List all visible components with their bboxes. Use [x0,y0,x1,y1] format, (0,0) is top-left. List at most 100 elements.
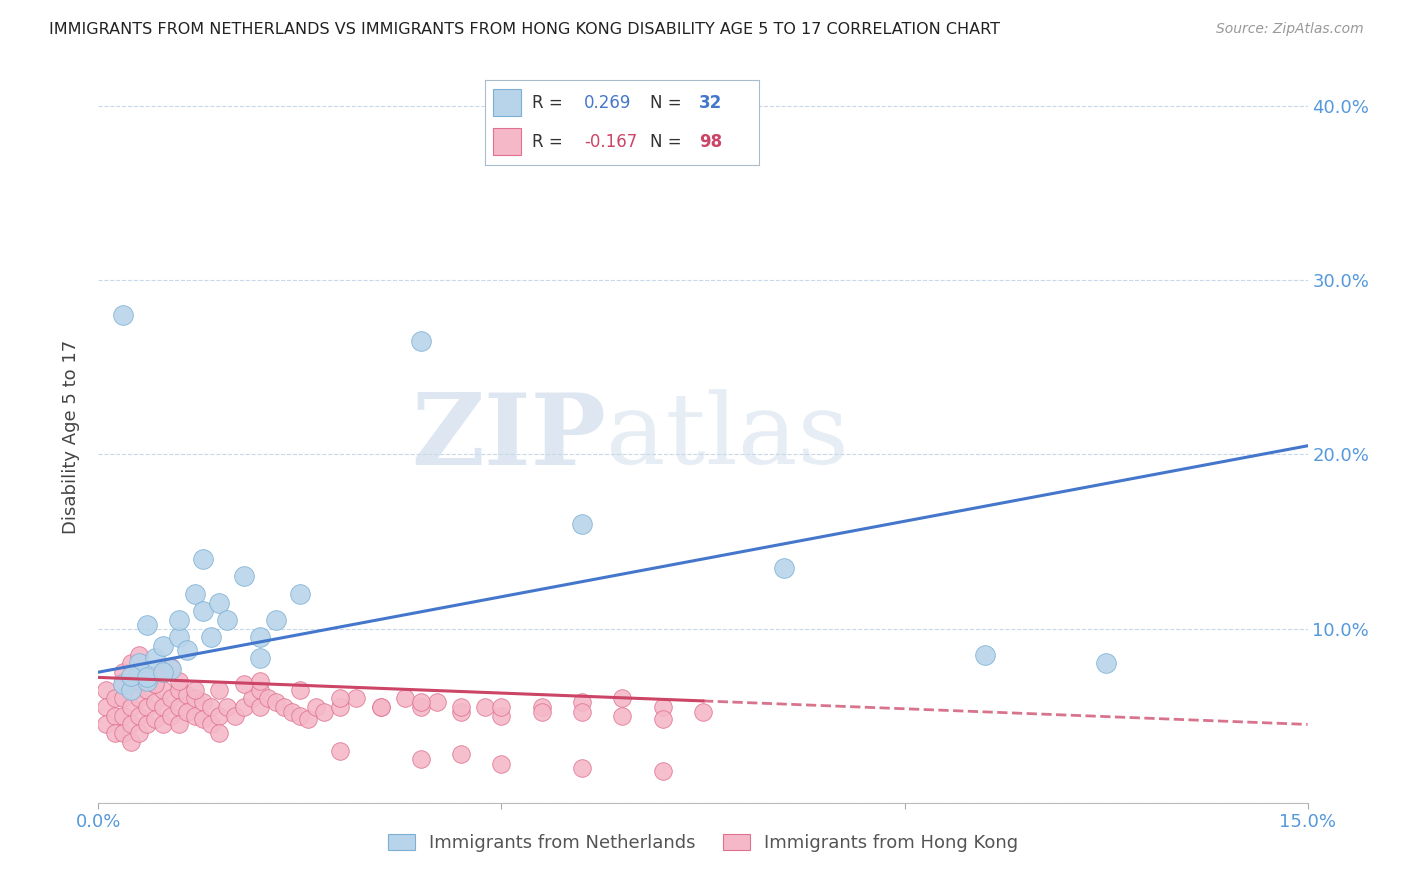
Point [193,604,215,618]
Point [329,700,352,714]
Point [426,695,449,709]
Point [111,308,134,322]
Point [96,682,118,697]
Point [111,665,134,680]
Point [232,700,254,714]
Point [232,677,254,691]
Point [128,708,150,723]
Point [208,726,231,740]
Point [143,695,166,709]
Point [128,657,150,671]
Text: N =: N = [650,133,681,151]
Point [111,708,134,723]
Point [184,682,207,697]
Point [135,670,157,684]
Point [200,700,222,714]
Point [1095,657,1118,671]
Point [370,700,392,714]
Text: -0.167: -0.167 [583,133,637,151]
Point [143,677,166,691]
Point [530,700,553,714]
Point [651,700,673,714]
Point [409,700,432,714]
Text: 32: 32 [699,95,723,112]
Point [103,726,125,740]
Point [491,700,513,714]
Point [167,631,190,645]
Point [135,670,157,684]
Text: Source: ZipAtlas.com: Source: ZipAtlas.com [1216,22,1364,37]
Point [264,613,287,627]
Point [135,618,157,632]
Point [450,700,472,714]
Point [128,665,150,680]
Point [193,695,215,709]
Point [329,743,352,757]
Point [571,705,593,719]
Point [184,587,207,601]
Legend: Immigrants from Netherlands, Immigrants from Hong Kong: Immigrants from Netherlands, Immigrants … [381,827,1025,860]
Point [167,673,190,688]
Point [135,700,157,714]
Point [160,662,183,676]
Point [200,631,222,645]
Point [152,682,174,697]
Point [281,705,304,719]
Point [167,717,190,731]
Point [612,691,634,706]
Point [176,688,198,702]
Point [120,717,142,731]
Point [120,682,142,697]
Point [160,660,183,674]
Point [772,560,794,574]
Point [96,700,118,714]
Point [184,691,207,706]
Point [120,735,142,749]
Point [135,682,157,697]
Point [135,673,157,688]
Point [111,677,134,691]
Point [409,334,432,349]
Point [314,705,336,719]
Point [120,700,142,714]
Text: R =: R = [531,133,562,151]
Point [273,700,295,714]
Point [370,700,392,714]
Point [344,691,367,706]
Point [111,726,134,740]
Point [474,700,496,714]
Point [450,747,472,761]
Point [394,691,416,706]
Point [208,595,231,609]
Point [409,752,432,766]
Y-axis label: Disability Age 5 to 17: Disability Age 5 to 17 [62,340,80,534]
Point [111,691,134,706]
Point [491,757,513,772]
Point [571,517,593,532]
Point [409,695,432,709]
Text: atlas: atlas [606,389,849,485]
Point [120,657,142,671]
Point [208,682,231,697]
Bar [494,89,520,116]
Point [297,712,319,726]
Point [160,708,183,723]
Point [530,705,553,719]
Point [450,705,472,719]
Point [249,651,271,665]
Point [200,717,222,731]
Point [160,691,183,706]
Point [120,682,142,697]
Text: R =: R = [531,95,562,112]
Point [143,677,166,691]
Point [249,682,271,697]
Point [305,700,328,714]
Point [152,665,174,680]
Point [128,648,150,662]
Point [249,673,271,688]
Point [152,717,174,731]
Point [491,708,513,723]
Point [249,700,271,714]
Text: N =: N = [650,95,681,112]
Point [103,691,125,706]
